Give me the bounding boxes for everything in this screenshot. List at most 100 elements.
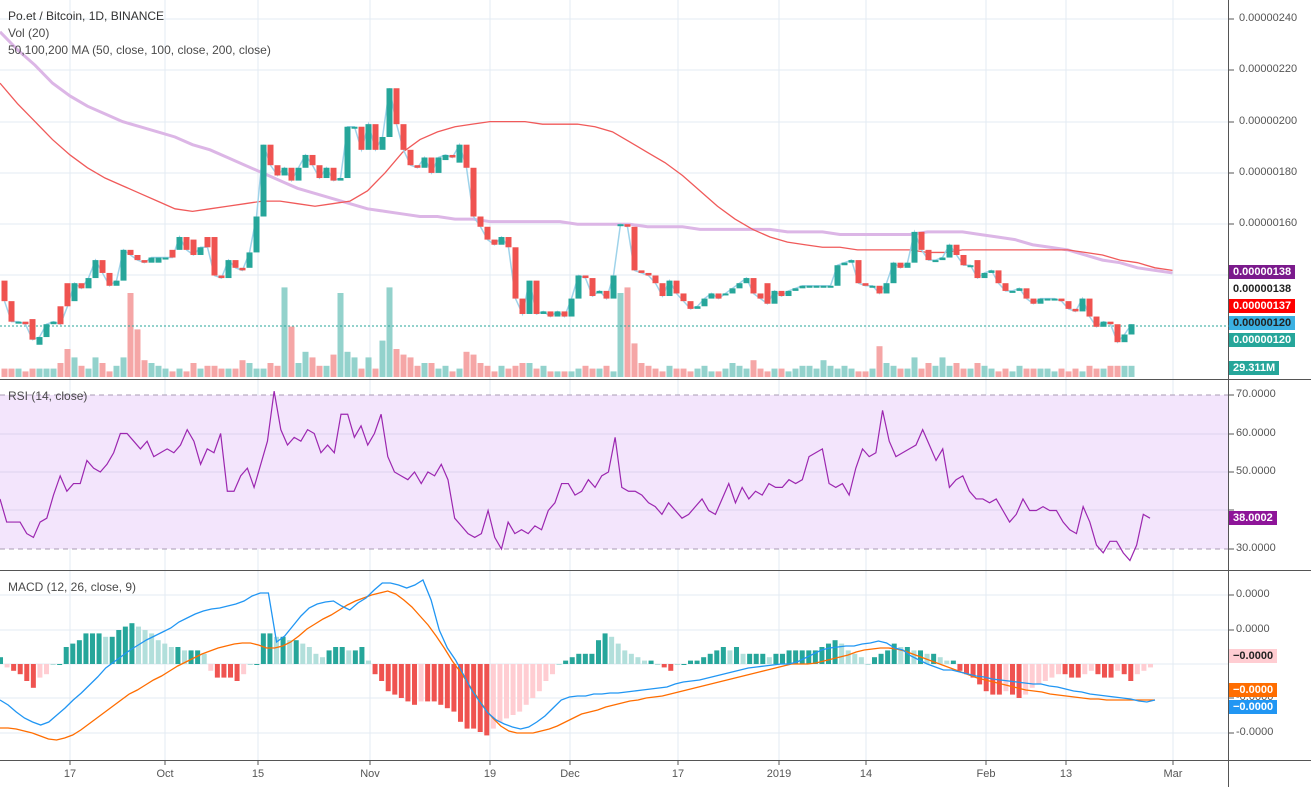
volume-bar xyxy=(239,360,246,377)
candle xyxy=(694,306,701,309)
volume-bar xyxy=(596,368,603,377)
macd-histogram-bar xyxy=(254,664,260,665)
price-tag: 0.00000120 xyxy=(1229,316,1296,330)
volume-bar xyxy=(918,368,925,377)
macd-histogram-bar xyxy=(37,664,43,678)
macd-histogram-bar xyxy=(1062,664,1068,675)
candle xyxy=(505,237,512,248)
candle xyxy=(190,239,197,255)
candle xyxy=(939,257,946,261)
volume-bar xyxy=(806,365,813,377)
candle xyxy=(267,144,274,166)
price-axis-label: 0.00000240 xyxy=(1239,12,1298,24)
candle xyxy=(50,321,57,325)
volume-bar xyxy=(967,368,974,377)
volume-bar xyxy=(57,363,64,377)
volume-bar xyxy=(743,368,750,377)
candle xyxy=(379,136,386,150)
macd-histogram-bar xyxy=(44,664,49,675)
macd-histogram-bar xyxy=(142,630,148,664)
volume-bar xyxy=(694,368,701,377)
volume-bar xyxy=(183,371,190,377)
macd-histogram-bar xyxy=(576,653,582,664)
macd-histogram-bar xyxy=(799,650,805,664)
macd-histogram-bar xyxy=(543,664,549,681)
volume-bar xyxy=(15,368,22,377)
price-axis-label: 0.00000200 xyxy=(1239,115,1298,127)
macd-histogram-bar xyxy=(339,647,345,664)
candle xyxy=(743,278,750,284)
macd-histogram-bar xyxy=(149,633,155,664)
volume-bar xyxy=(988,368,995,377)
volume-bar xyxy=(43,368,50,377)
macd-histogram-bar xyxy=(412,664,417,705)
macd-histogram-bar xyxy=(11,664,17,671)
volume-bar xyxy=(554,371,561,377)
macd-histogram-bar xyxy=(188,650,194,664)
volume-bar xyxy=(589,368,596,377)
candle xyxy=(302,154,309,168)
candle xyxy=(981,272,988,279)
macd-histogram-bar xyxy=(333,647,339,664)
macd-histogram-bar xyxy=(484,664,490,736)
volume-bar xyxy=(1002,368,1009,377)
macd-value-tag: −0.0000 xyxy=(1229,649,1278,663)
candle xyxy=(526,280,533,314)
candle xyxy=(785,290,792,297)
macd-histogram-bar xyxy=(359,647,365,664)
macd-histogram-bar xyxy=(306,647,312,664)
candle xyxy=(407,149,414,166)
time-axis-label: 14 xyxy=(859,768,873,780)
macd-histogram-bar xyxy=(714,650,720,664)
macd-histogram-bar xyxy=(885,650,891,664)
volume-bar xyxy=(211,365,218,377)
volume-bar xyxy=(750,360,757,377)
candle xyxy=(484,226,491,240)
macd-histogram-bar xyxy=(490,664,496,729)
macd-histogram-bar xyxy=(530,664,536,698)
rsi-axis-label: 50.0000 xyxy=(1236,465,1276,477)
candle xyxy=(631,226,638,271)
candle xyxy=(890,262,897,284)
volume-bar xyxy=(897,368,904,377)
macd-histogram-bar xyxy=(1088,664,1094,671)
volume-bar xyxy=(337,293,344,377)
macd-histogram-bar xyxy=(937,657,943,664)
volume-bar xyxy=(778,368,785,377)
macd-histogram-bar xyxy=(1102,664,1107,678)
macd-histogram-bar xyxy=(865,664,871,665)
macd-histogram-bar xyxy=(109,636,115,664)
candle xyxy=(1044,298,1051,301)
time-axis-label: 17 xyxy=(63,768,77,780)
macd-histogram-bar xyxy=(826,643,831,664)
price-tag: 29.311M xyxy=(1229,361,1280,375)
candle xyxy=(687,301,694,309)
volume-bar xyxy=(904,368,911,377)
candle xyxy=(715,293,722,299)
macd-histogram-bar xyxy=(471,664,477,729)
candle xyxy=(1107,321,1114,325)
rsi-axis-label: 30.0000 xyxy=(1236,542,1276,554)
macd-histogram-bar xyxy=(129,623,135,664)
candle xyxy=(316,165,323,179)
macd-histogram-bar xyxy=(766,657,772,664)
volume-bar xyxy=(631,343,638,377)
macd-histogram-bar xyxy=(944,660,950,664)
volume-bar xyxy=(1030,368,1037,377)
volume-bar xyxy=(421,363,428,377)
volume-bar xyxy=(484,365,491,377)
candle xyxy=(498,237,505,245)
price-tag: 0.00000120 xyxy=(1229,333,1296,347)
macd-histogram-bar xyxy=(438,664,444,705)
candle xyxy=(120,249,127,281)
volume-bar xyxy=(533,368,540,377)
macd-histogram-bar xyxy=(950,660,956,664)
macd-histogram-bar xyxy=(1069,664,1075,678)
time-axis-label: 13 xyxy=(1059,768,1073,780)
macd-histogram-bar xyxy=(0,657,3,664)
candle xyxy=(848,260,855,263)
candle xyxy=(456,144,463,163)
macd-histogram-bar xyxy=(596,640,601,664)
volume-bar xyxy=(309,357,316,377)
